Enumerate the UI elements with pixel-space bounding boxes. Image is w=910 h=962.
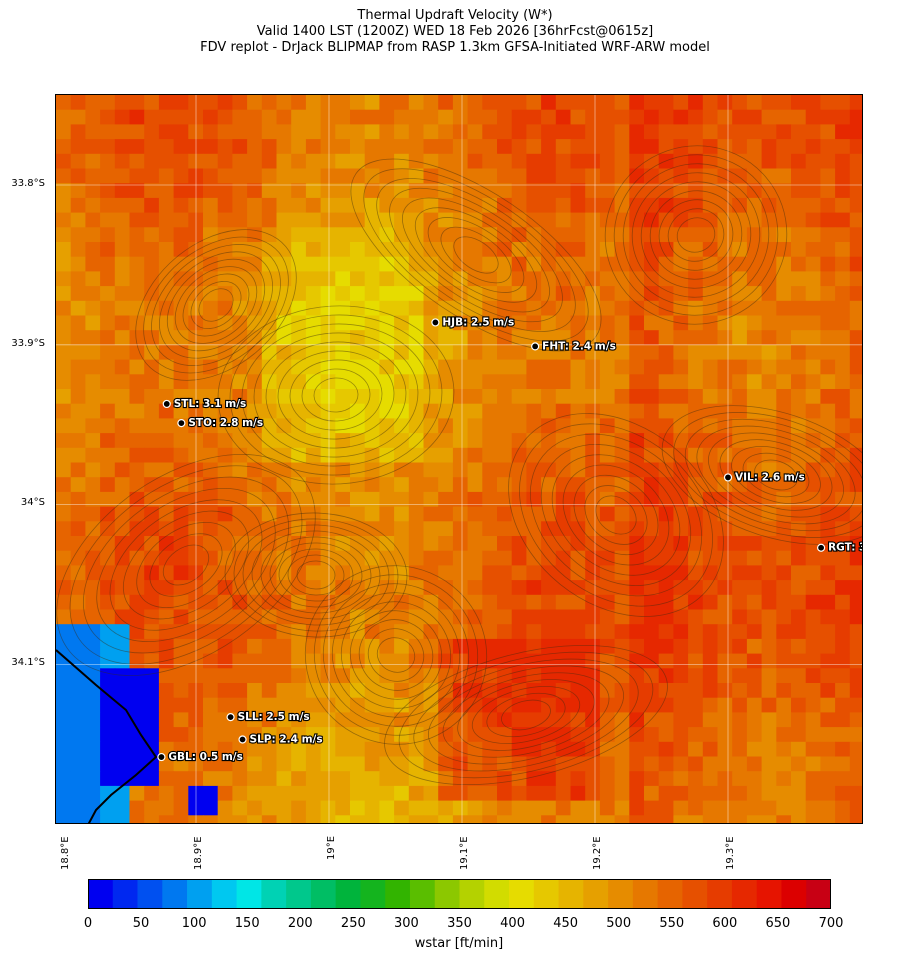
wstar-raster: [56, 95, 862, 823]
chart-subtitle-valid-time: Valid 1400 LST (1200Z) WED 18 Feb 2026 […: [256, 24, 654, 39]
lat-label: 34.1°S: [11, 657, 45, 668]
colorbar-label: wstar [ft/min]: [414, 936, 504, 951]
colorbar-swatch: [137, 879, 163, 909]
station-marker-stl[interactable]: [162, 399, 171, 409]
colorbar-swatch: [211, 879, 237, 909]
lon-label: 19.3°E: [725, 836, 736, 870]
station-label-stl: STL: 3.1 m/s: [174, 398, 247, 410]
colorbar-swatch: [583, 879, 609, 909]
colorbar-swatch: [682, 879, 708, 909]
colorbar-tick-label: 700: [818, 916, 844, 931]
lon-label: 19.1°E: [459, 836, 470, 870]
colorbar-tick-label: 450: [553, 916, 579, 931]
colorbar-swatch: [781, 879, 807, 909]
colorbar-swatch: [484, 879, 510, 909]
colorbar-tick-label: 600: [712, 916, 738, 931]
lat-label: 33.9°S: [11, 338, 45, 349]
colorbar: [88, 879, 831, 909]
colorbar-swatch: [236, 879, 262, 909]
colorbar-tick-label: 250: [340, 916, 366, 931]
colorbar-tick-label: 0: [83, 916, 93, 931]
map-canvas: HJB: 2.5 m/s FHT: 2.4 m/s STL: 3.1 m/s STO:…: [56, 95, 863, 823]
colorbar-swatch: [360, 879, 386, 909]
station-label-sto: STO: 2.8 m/s: [188, 417, 263, 429]
colorbar-tick-label: 400: [500, 916, 525, 931]
colorbar-swatch: [434, 879, 460, 909]
colorbar-swatch: [731, 879, 758, 909]
map-area[interactable]: HJB: 2.5 m/s FHT: 2.4 m/s STL: 3.1 m/s STO:…: [55, 94, 863, 824]
station-label-vil: VIL: 2.6 m/s: [735, 471, 805, 483]
lon-label: 18.8°E: [60, 836, 71, 870]
lon-label: 19°E: [326, 835, 337, 860]
station-marker-rgt[interactable]: [816, 543, 826, 552]
chart-subtitle-model: FDV replot - DrJack BLIPMAP from RASP 1.…: [200, 40, 710, 55]
colorbar-swatch: [335, 879, 361, 909]
colorbar-swatch: [409, 879, 436, 909]
station-label-gbl: GBL: 0.5 m/s: [168, 751, 242, 763]
station-marker-sll[interactable]: [226, 713, 235, 722]
colorbar-swatch: [509, 879, 535, 909]
colorbar-swatch: [558, 879, 584, 909]
lon-label: 19.2°E: [592, 836, 603, 870]
coastline: [56, 649, 158, 823]
colorbar-swatch: [459, 879, 485, 909]
colorbar-tick-label: 500: [606, 916, 632, 931]
station-markers: HJB: 2.5 m/s FHT: 2.4 m/s STL: 3.1 m/s STO:…: [157, 315, 863, 764]
station-marker-hjb[interactable]: [431, 318, 440, 327]
colorbar-tick-label: 550: [659, 916, 685, 931]
colorbar-swatch: [261, 879, 287, 909]
chart-title: Thermal Updraft Velocity (W*): [357, 8, 553, 23]
colorbar-swatch: [112, 879, 138, 909]
colorbar-swatch: [756, 879, 782, 909]
colorbar-swatch: [608, 879, 634, 909]
colorbar-tick-label: 150: [234, 916, 260, 931]
colorbar-swatch: [806, 879, 831, 909]
colorbar-swatch: [88, 879, 114, 909]
station-marker-gbl[interactable]: [157, 752, 166, 762]
station-label-hjb: HJB: 2.5 m/s: [442, 316, 514, 328]
graticule-lines: [56, 95, 862, 823]
lat-label: 34°S: [20, 497, 45, 508]
lon-label: 18.9°E: [193, 836, 204, 870]
station-label-sll: SLL: 2.5 m/s: [238, 711, 310, 723]
colorbar-tick-label: 200: [287, 916, 313, 931]
colorbar-tick-label: 650: [765, 916, 791, 931]
station-marker-vil[interactable]: [723, 473, 733, 482]
colorbar-swatch: [632, 879, 659, 909]
colorbar-swatch: [286, 879, 312, 909]
colorbar-swatch: [707, 879, 733, 909]
colorbar-tick-label: 300: [394, 916, 419, 931]
colorbar-swatch: [533, 879, 559, 909]
colorbar-swatch: [310, 879, 337, 909]
lat-label: 33.8°S: [11, 178, 45, 189]
colorbar-swatch: [385, 879, 411, 909]
station-marker-fht[interactable]: [531, 342, 540, 351]
colorbar-swatch: [657, 879, 683, 909]
station-label-fht: FHT: 2.4 m/s: [542, 340, 616, 352]
colorbar-swatch: [187, 879, 213, 909]
colorbar-tick-label: 50: [132, 916, 150, 931]
station-label-rgt: RGT: 3.0 m/s: [828, 542, 863, 554]
colorbar-tick-label: 100: [181, 916, 207, 931]
station-label-slp: SLP: 2.4 m/s: [250, 734, 323, 746]
station-marker-sto[interactable]: [177, 419, 186, 428]
colorbar-swatch: [162, 879, 188, 909]
colorbar-tick-label: 350: [447, 916, 472, 931]
station-marker-slp[interactable]: [238, 735, 247, 744]
